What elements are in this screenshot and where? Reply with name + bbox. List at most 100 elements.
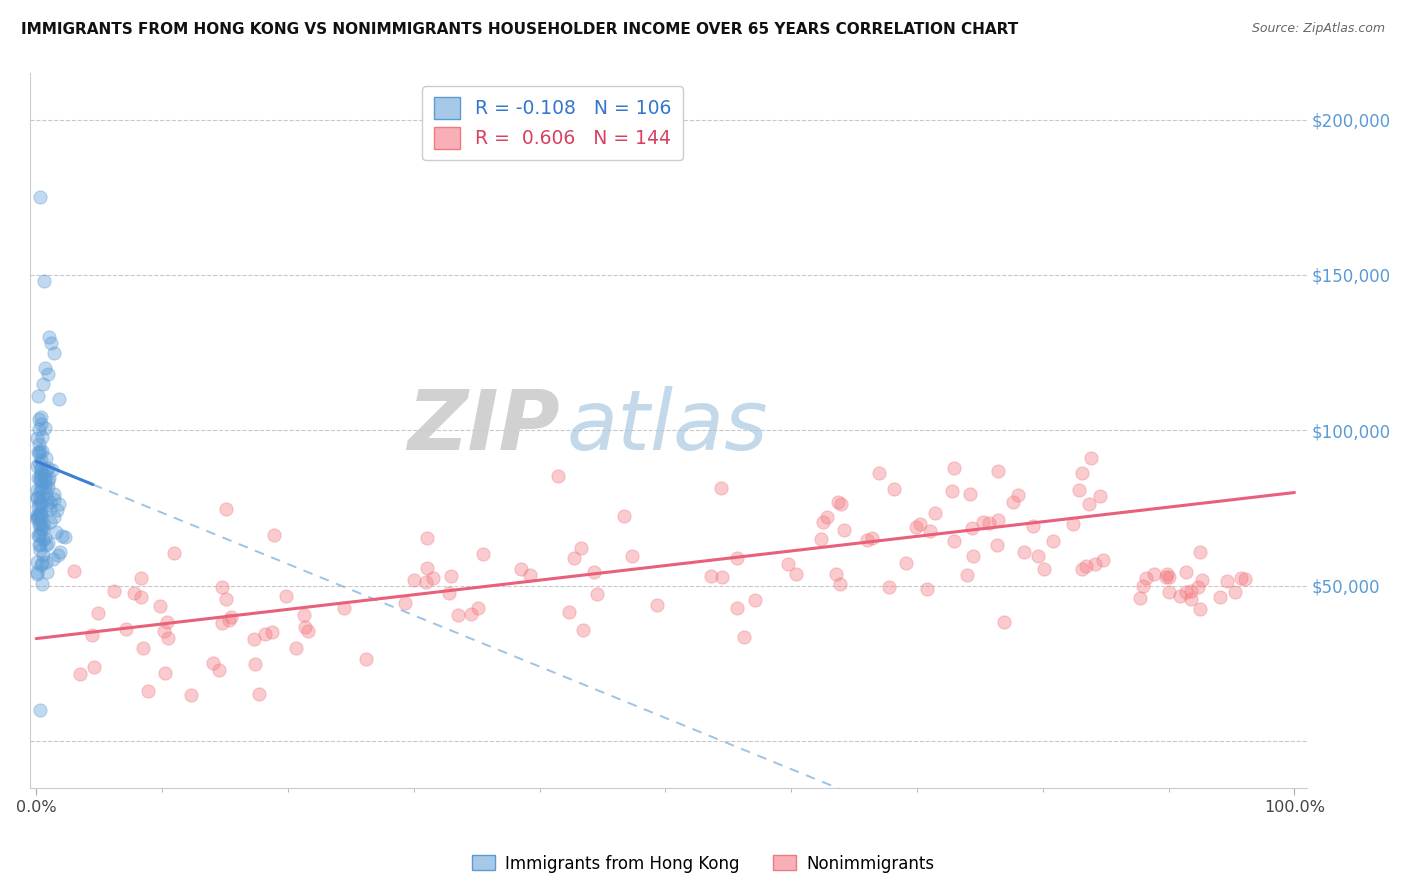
Point: [28, 497, 51, 511]
Point: [422, 571, 444, 585]
Point: [30, 473, 52, 487]
Point: [1014, 545, 1036, 559]
Point: [35, 538, 58, 552]
Point: [38, 330, 60, 344]
Point: [31, 430, 53, 444]
Point: [30, 467, 52, 481]
Point: [28, 457, 51, 471]
Point: [1135, 571, 1157, 585]
Point: [28, 526, 51, 541]
Point: [519, 568, 541, 582]
Point: [415, 575, 437, 590]
Point: [44, 486, 66, 500]
Point: [27, 510, 49, 524]
Point: [30, 517, 52, 532]
Point: [815, 510, 838, 524]
Point: [562, 550, 585, 565]
Point: [1180, 591, 1202, 606]
Point: [34, 532, 56, 546]
Point: [1067, 483, 1090, 497]
Point: [27, 445, 49, 459]
Point: [896, 557, 918, 571]
Point: [586, 587, 609, 601]
Point: [725, 600, 748, 615]
Point: [868, 466, 890, 480]
Point: [810, 532, 832, 546]
Point: [547, 468, 569, 483]
Point: [915, 582, 938, 596]
Point: [285, 641, 308, 656]
Point: [986, 538, 1008, 552]
Point: [27, 491, 49, 505]
Point: [1209, 590, 1232, 604]
Point: [416, 561, 439, 575]
Point: [1074, 559, 1097, 574]
Point: [129, 571, 152, 585]
Point: [744, 593, 766, 607]
Point: [46, 549, 69, 563]
Point: [42, 491, 65, 506]
Point: [63, 564, 86, 578]
Point: [115, 622, 138, 636]
Point: [30, 558, 52, 573]
Point: [30, 507, 52, 521]
Point: [905, 520, 928, 534]
Point: [877, 580, 900, 594]
Point: [620, 549, 643, 564]
Point: [41, 552, 63, 566]
Point: [260, 625, 283, 640]
Point: [987, 464, 1010, 478]
Point: [1188, 545, 1211, 559]
Point: [292, 607, 315, 622]
Point: [1077, 497, 1099, 511]
Point: [333, 601, 356, 615]
Point: [415, 532, 437, 546]
Point: [908, 516, 931, 531]
Point: [402, 573, 425, 587]
Point: [149, 599, 172, 613]
Point: [28, 529, 51, 543]
Point: [28, 436, 51, 450]
Point: [48, 545, 70, 559]
Point: [253, 627, 276, 641]
Point: [860, 532, 883, 546]
Point: [572, 624, 595, 638]
Point: [35, 485, 58, 500]
Point: [30, 494, 52, 508]
Point: [28, 508, 51, 522]
Point: [155, 665, 177, 680]
Point: [941, 483, 963, 498]
Point: [1156, 566, 1178, 581]
Point: [243, 632, 266, 647]
Point: [27, 512, 49, 526]
Point: [39, 494, 62, 508]
Point: [1216, 574, 1239, 588]
Point: [53, 530, 76, 544]
Point: [27, 527, 49, 541]
Point: [124, 586, 146, 600]
Point: [34, 361, 56, 376]
Point: [727, 551, 749, 566]
Point: [1132, 579, 1154, 593]
Point: [27, 555, 49, 569]
Point: [31, 505, 53, 519]
Point: [30, 537, 52, 551]
Point: [156, 631, 179, 645]
Point: [467, 601, 489, 615]
Point: [34, 555, 56, 569]
Point: [69, 667, 91, 681]
Point: [30, 417, 52, 431]
Point: [27, 566, 49, 581]
Point: [155, 615, 177, 630]
Point: [35, 450, 58, 465]
Text: Source: ZipAtlas.com: Source: ZipAtlas.com: [1251, 22, 1385, 36]
Point: [45, 525, 67, 540]
Point: [1080, 451, 1102, 466]
Point: [883, 482, 905, 496]
Point: [1191, 574, 1213, 588]
Point: [39, 516, 62, 530]
Point: [34, 472, 56, 486]
Point: [42, 345, 65, 359]
Point: [37, 565, 59, 579]
Point: [31, 483, 53, 498]
